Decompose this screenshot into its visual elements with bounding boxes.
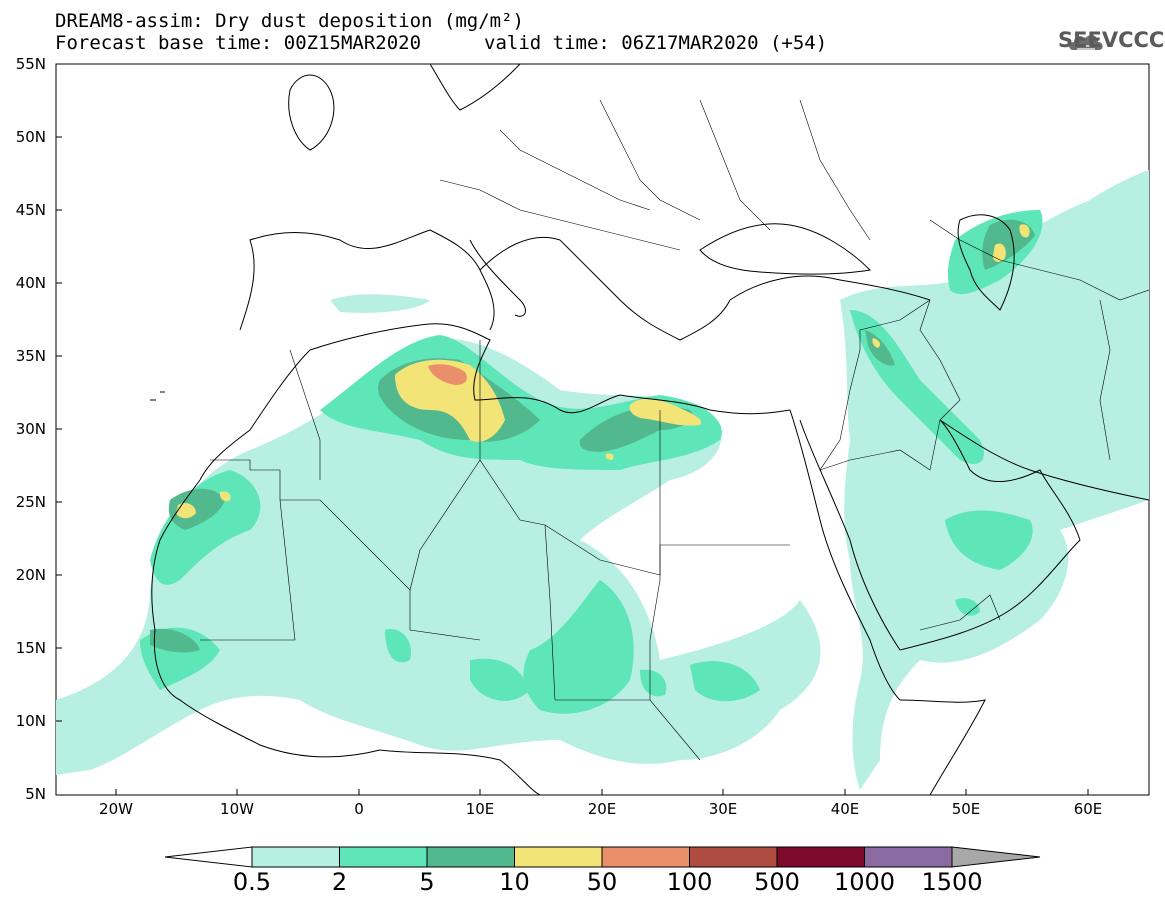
lat-label: 15N [15,639,46,657]
colorbar-label: 5 [419,868,435,896]
lat-label: 25N [15,493,46,511]
colorbar-label: 500 [754,868,800,896]
lat-label: 40N [15,274,46,292]
lat-label: 10N [15,712,46,730]
colorbar-label: 10 [499,868,530,896]
cloud-logo-icon [1069,35,1103,50]
colorbar-label: 100 [666,868,713,896]
lon-label: 10E [465,800,495,818]
logo-text: SEEVCCC [1058,28,1165,52]
lon-label: 60E [1073,800,1103,818]
contour-level-yellow [176,224,1030,519]
lat-label: 35N [15,347,46,365]
lon-label: 40E [830,800,860,818]
colorbar-label: 0.5 [232,868,272,896]
lat-label: 20N [15,566,46,584]
lon-label: 20E [587,800,617,818]
map-title: DREAM8-assim: Dry dust deposition (mg/m²… [55,10,524,32]
colorbar-label: 50 [586,868,618,896]
axis-ticks [56,136,1089,795]
lon-label: 50E [951,800,981,818]
lon-label: 20W [99,800,133,818]
country-borders [200,99,1149,761]
colorbar-label: 1500 [921,868,983,896]
lon-label: 30E [708,800,738,818]
lat-label: 5N [25,785,46,803]
colorbar-label: 2 [331,868,348,896]
valid-time: valid time: 06Z17MAR2020 (+54) [484,32,828,54]
contour-level-orange [428,364,467,385]
lon-label: 10W [220,800,254,818]
colorbar-label: 1000 [833,868,896,896]
lat-label: 55N [15,55,46,73]
forecast-base-time: Forecast base time: 00Z15MAR2020 [55,32,422,54]
dust-contours [56,170,1149,790]
lon-label: 0 [354,800,364,818]
lat-label: 30N [15,420,46,438]
lat-label: 50N [15,128,46,146]
coastlines [150,64,1149,795]
lat-label: 45N [15,201,46,219]
